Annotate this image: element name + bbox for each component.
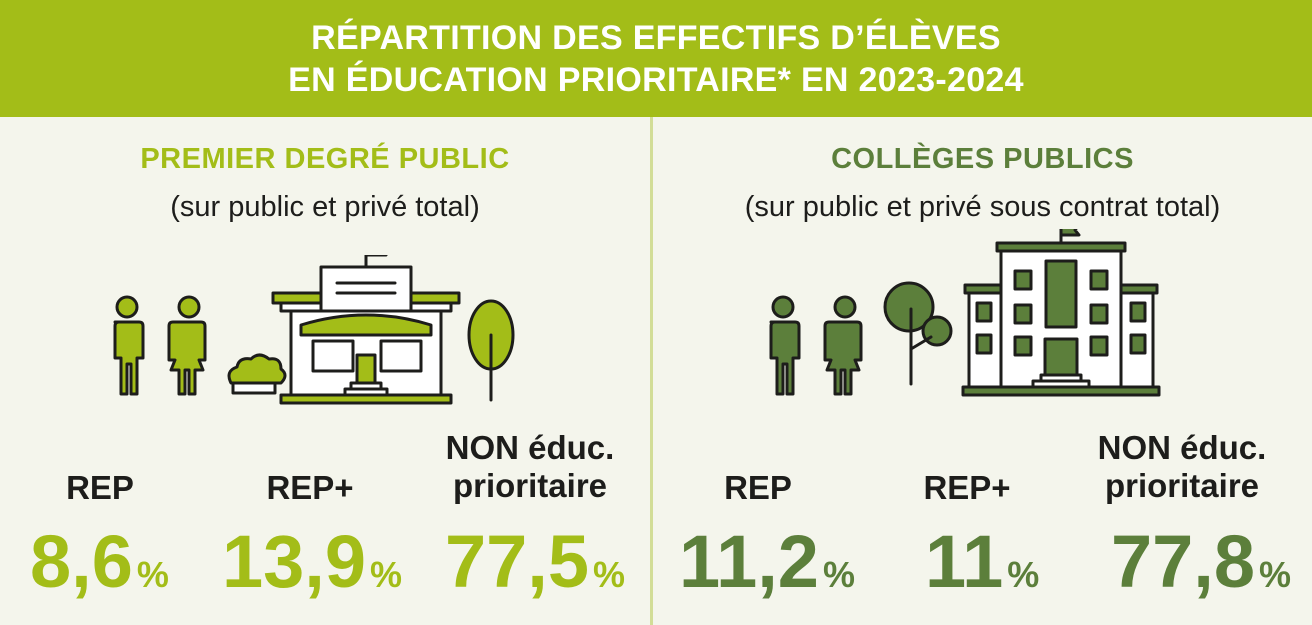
man-icon [769, 295, 801, 396]
panel-subtitle: (sur public et privé sous contrat total) [744, 191, 1221, 223]
stat-label-rep: REP [724, 469, 792, 506]
stat-label-rep: REP [66, 469, 134, 506]
header-title-line1: RÉPARTITION DES EFFECTIFS D’ÉLÈVES [311, 18, 1001, 57]
man-icon [113, 295, 145, 396]
panel-divider [650, 117, 653, 625]
stat-value-rep: 11,2% [679, 520, 855, 603]
panel-colleges: COLLÈGES PUBLICS (sur public et privé so… [653, 117, 1312, 625]
header-title-line2: EN ÉDUCATION PRIORITAIRE* EN 2023-2024 [288, 60, 1024, 99]
college-people-tree-icon [769, 229, 1161, 397]
stat-value-rep-plus: 13,9% [222, 520, 403, 603]
panel-premier-degre: PREMIER DEGRÉ PUBLIC (sur public et priv… [0, 117, 650, 625]
panel-title: COLLÈGES PUBLICS [831, 143, 1134, 175]
school-building-icon [271, 255, 461, 405]
tree-icon [467, 299, 515, 402]
tree-icon [883, 281, 953, 386]
panel-subtitle: (sur public et privé total) [170, 191, 480, 223]
header-banner: RÉPARTITION DES EFFECTIFS D’ÉLÈVES EN ÉD… [0, 0, 1312, 117]
woman-icon [823, 295, 863, 396]
stat-value-non-prioritaire: 77,5% [445, 520, 626, 603]
stat-label-rep-plus: REP+ [266, 469, 354, 506]
college-building-icon [961, 229, 1161, 397]
stat-value-rep-plus: 11% [925, 520, 1040, 603]
stat-label-non-prioritaire: NON éduc. prioritaire [1097, 429, 1267, 504]
stat-label-non-prioritaire: NON éduc. prioritaire [445, 429, 615, 504]
school-people-tree-icon [113, 255, 515, 405]
woman-icon [167, 295, 207, 396]
stat-value-non-prioritaire: 77,8% [1111, 520, 1292, 603]
stat-value-rep: 8,6% [30, 520, 169, 603]
panel-title: PREMIER DEGRÉ PUBLIC [140, 143, 510, 175]
stat-label-rep-plus: REP+ [923, 469, 1011, 506]
bush-icon [227, 353, 287, 395]
